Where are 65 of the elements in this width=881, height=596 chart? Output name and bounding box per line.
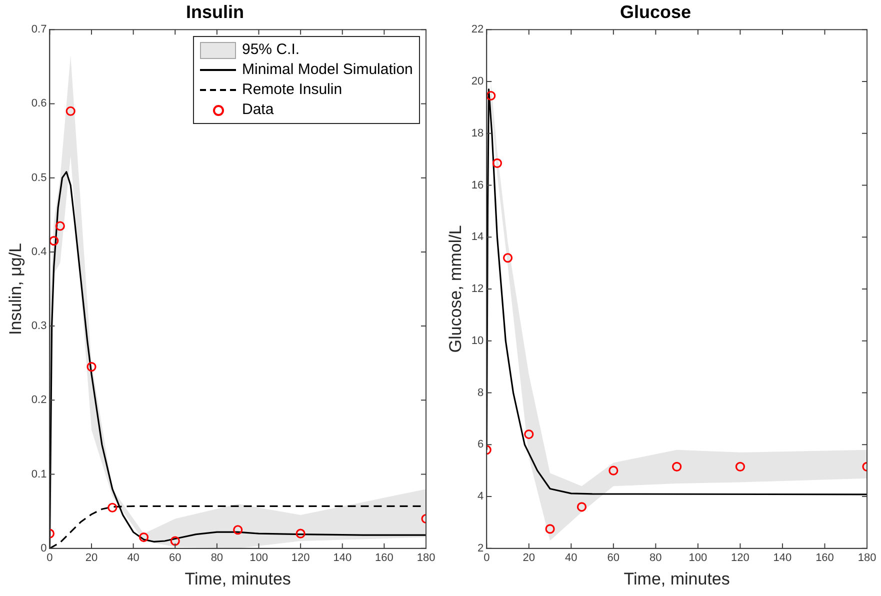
point bbox=[66, 106, 76, 116]
y-axis-title: Glucose, mmol/L bbox=[446, 225, 465, 353]
y-tick-label: 6 bbox=[478, 438, 484, 451]
point bbox=[608, 466, 618, 476]
legend-label: Remote Insulin bbox=[242, 81, 342, 98]
point bbox=[735, 462, 746, 472]
y-tick-label: 14 bbox=[471, 231, 484, 244]
x-tick-label: 80 bbox=[650, 552, 662, 564]
y-tick-label: 22 bbox=[471, 24, 484, 36]
point bbox=[524, 429, 534, 440]
chart-title: Glucose bbox=[620, 2, 692, 22]
x-tick-label: 80 bbox=[210, 552, 224, 564]
point bbox=[86, 362, 96, 372]
point bbox=[55, 221, 65, 231]
y-tick-label: 0.4 bbox=[31, 246, 47, 258]
y-tick-label: 4 bbox=[478, 490, 484, 503]
y-tick-label: 8 bbox=[478, 386, 484, 399]
chart-title: Insulin bbox=[186, 2, 244, 22]
x-tick-label: 140 bbox=[773, 552, 792, 564]
y-tick-label: 0.7 bbox=[31, 24, 47, 36]
x-tick-label: 160 bbox=[816, 552, 834, 564]
point bbox=[545, 524, 555, 534]
x-tick-label: 60 bbox=[607, 552, 620, 564]
point bbox=[502, 253, 513, 263]
y-tick-label: 0.5 bbox=[31, 172, 47, 184]
y-axis-title: Insulin, μg/L bbox=[6, 242, 25, 336]
x-tick-label: 40 bbox=[127, 552, 140, 564]
legend-label: Minimal Model Simulation bbox=[242, 61, 413, 78]
x-tick-label: 60 bbox=[169, 552, 182, 564]
y-tick-label: 16 bbox=[471, 179, 484, 192]
point bbox=[672, 462, 682, 472]
y-tick-label: 0.2 bbox=[31, 394, 47, 406]
x-axis-title: Time, minutes bbox=[624, 569, 730, 588]
y-tick-label: 2 bbox=[478, 542, 484, 554]
x-axis-title: Time, minutes bbox=[184, 569, 291, 588]
y-tick-label: 0.6 bbox=[31, 98, 47, 110]
point bbox=[576, 502, 587, 512]
y-tick-label: 0.1 bbox=[31, 468, 47, 480]
point bbox=[296, 528, 306, 538]
y-tick-label: 12 bbox=[471, 283, 484, 296]
x-tick-label: 120 bbox=[731, 552, 750, 564]
point bbox=[50, 236, 59, 246]
x-tick-label: 180 bbox=[858, 552, 876, 564]
x-tick-label: 100 bbox=[250, 552, 268, 564]
point bbox=[492, 158, 502, 168]
point bbox=[233, 525, 243, 535]
point bbox=[486, 90, 496, 101]
x-tick-label: 160 bbox=[375, 552, 394, 564]
point bbox=[170, 536, 180, 546]
x-tick-label: 120 bbox=[291, 552, 310, 564]
y-tick-label: 0 bbox=[40, 542, 47, 554]
x-tick-label: 140 bbox=[333, 552, 352, 564]
legend-label: Data bbox=[242, 101, 274, 118]
point bbox=[138, 532, 149, 542]
x-tick-label: 20 bbox=[85, 552, 98, 564]
x-tick-label: 20 bbox=[522, 552, 536, 564]
x-tick-label: 180 bbox=[416, 552, 436, 564]
x-tick-label: 100 bbox=[688, 552, 708, 564]
x-tick-label: 40 bbox=[565, 552, 578, 564]
y-tick-label: 20 bbox=[471, 76, 484, 88]
y-tick-label: 10 bbox=[471, 334, 484, 347]
point bbox=[108, 502, 118, 512]
y-tick-label: 0.3 bbox=[31, 320, 47, 332]
annotation: 95% C.I. bbox=[242, 41, 300, 58]
y-tick-label: 18 bbox=[471, 127, 484, 140]
